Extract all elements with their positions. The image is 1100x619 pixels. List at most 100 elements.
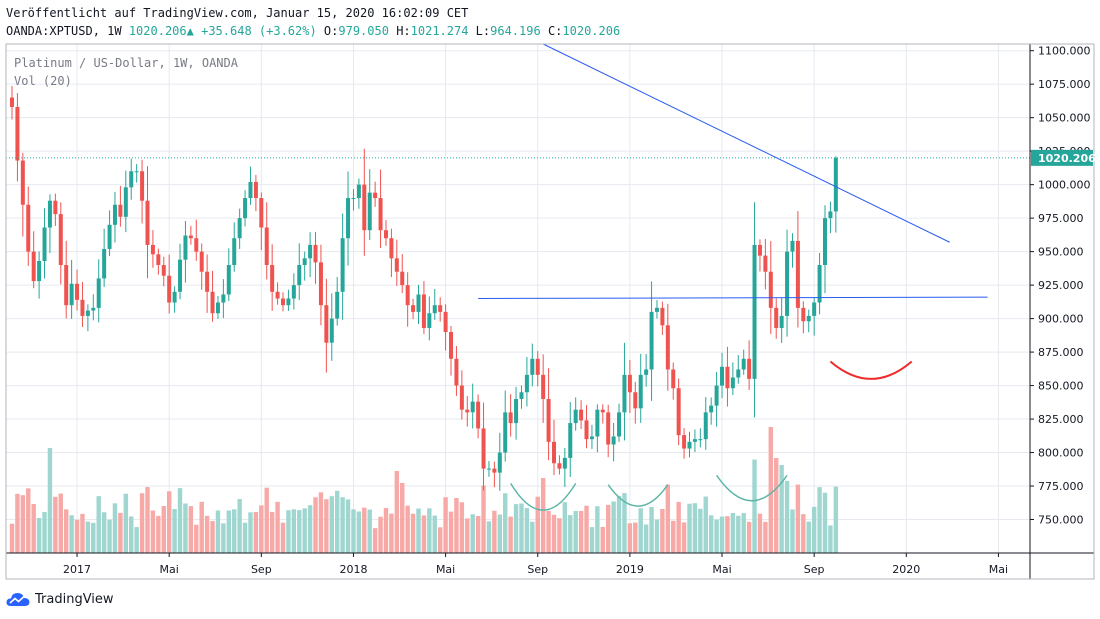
candle-body xyxy=(454,358,459,386)
volume-bar xyxy=(811,506,817,553)
candle-body xyxy=(741,358,746,370)
candle-body xyxy=(221,294,226,303)
candle-body xyxy=(546,398,551,442)
volume-bar xyxy=(42,511,47,553)
x-tick-label: Mai xyxy=(436,563,455,576)
volume-bar xyxy=(362,507,367,553)
volume-bar xyxy=(96,496,101,553)
volume-bar xyxy=(340,497,345,553)
last-price-label: 1020.206 xyxy=(1038,152,1096,165)
y-tick-label: 750.000 xyxy=(1038,514,1084,527)
candle-body xyxy=(579,409,584,421)
volume-bar xyxy=(69,515,74,553)
up-arrow-icon: ▲ xyxy=(186,24,194,38)
price-axis[interactable]: 1100.0001075.0001050.0001025.0001000.000… xyxy=(1030,45,1096,527)
candle-body xyxy=(215,302,220,314)
volume-bar xyxy=(226,510,232,553)
candle-body xyxy=(470,401,475,413)
volume-bar xyxy=(351,509,356,553)
candle-body xyxy=(373,192,378,199)
red-arc xyxy=(829,360,913,380)
candle-body xyxy=(178,259,183,292)
volume-bar xyxy=(654,519,660,553)
candle-body xyxy=(140,171,145,201)
volume-bar xyxy=(465,518,470,553)
candle-body xyxy=(682,435,687,449)
candle-body xyxy=(112,204,117,225)
volume-bar xyxy=(622,493,627,553)
high-value: 1021.274 xyxy=(410,24,469,38)
y-tick-label: 1000.000 xyxy=(1038,179,1091,192)
grid-lines xyxy=(6,44,1030,553)
y-tick-label: 775.000 xyxy=(1038,480,1084,493)
volume-bar xyxy=(194,524,199,553)
x-tick-label: 2017 xyxy=(63,563,91,576)
volume-bar xyxy=(139,493,145,553)
volume-bar xyxy=(204,515,210,553)
volume-bar xyxy=(286,510,291,553)
candle-body xyxy=(270,265,275,292)
volume-bar xyxy=(443,497,448,553)
candle-body xyxy=(156,254,161,266)
volume-bar xyxy=(416,508,421,553)
candle-body xyxy=(394,258,399,272)
y-tick-label: 850.000 xyxy=(1038,380,1084,393)
candle-body xyxy=(465,409,470,413)
close-value: 1020.206 xyxy=(562,24,621,38)
volume-bar xyxy=(817,487,822,553)
outer-border xyxy=(5,43,1095,580)
candle-body xyxy=(167,275,172,303)
volume-bar xyxy=(665,484,671,553)
volume-bar xyxy=(475,515,481,553)
candle-body xyxy=(790,240,795,252)
volume-bar xyxy=(20,495,26,553)
volume-bar xyxy=(47,448,53,553)
tradingview-logo[interactable]: TradingView xyxy=(6,592,114,607)
candle-body xyxy=(69,283,74,306)
candle-body xyxy=(188,235,193,239)
candle-body xyxy=(573,409,578,424)
candle-body xyxy=(362,184,367,231)
volume-bar xyxy=(383,507,389,553)
candle-body xyxy=(486,468,491,470)
candle-body xyxy=(703,412,708,440)
volume-bar xyxy=(774,458,779,553)
volume-bar xyxy=(427,508,432,553)
y-tick-label: 1050.000 xyxy=(1038,112,1091,125)
volume-bar xyxy=(573,511,578,553)
trendlines[interactable] xyxy=(6,43,1030,299)
volume-bar xyxy=(470,514,475,553)
volume-bar xyxy=(378,516,383,553)
volume-bar xyxy=(432,515,437,553)
y-tick-label: 825.000 xyxy=(1038,413,1084,426)
candle-body xyxy=(633,392,638,409)
volume-bar xyxy=(530,521,535,553)
candle-body xyxy=(503,412,508,453)
candle-body xyxy=(134,171,139,173)
candle-body xyxy=(562,457,567,469)
candle-body xyxy=(589,436,594,440)
candle-body xyxy=(524,374,529,393)
symbol-name[interactable]: OANDA:XPTUSD, 1W xyxy=(6,24,122,38)
volume-bar xyxy=(232,509,237,553)
x-tick-label: 2019 xyxy=(616,563,644,576)
volume-bar xyxy=(643,524,649,553)
time-axis[interactable]: 2017 Mai Sep 2018 Mai Sep 2019 Mai Sep 2020 Mai xyxy=(63,553,1008,576)
candle-body xyxy=(421,294,426,328)
candle-body xyxy=(237,218,242,239)
volume-bar xyxy=(215,510,221,553)
candle-body xyxy=(91,307,96,311)
candle-body xyxy=(318,262,323,306)
volume-bar xyxy=(627,523,633,553)
candle-body xyxy=(779,315,784,328)
candle-body xyxy=(75,283,80,300)
volume-bar xyxy=(660,508,665,553)
volume-bar xyxy=(118,512,123,553)
volume-bar xyxy=(280,522,286,553)
volume-bar xyxy=(795,484,801,553)
candle-body xyxy=(80,299,85,316)
candle-body xyxy=(720,366,725,386)
publish-info: Veröffentlicht auf TradingView.com, Janu… xyxy=(6,6,468,20)
candle-body xyxy=(535,358,540,375)
